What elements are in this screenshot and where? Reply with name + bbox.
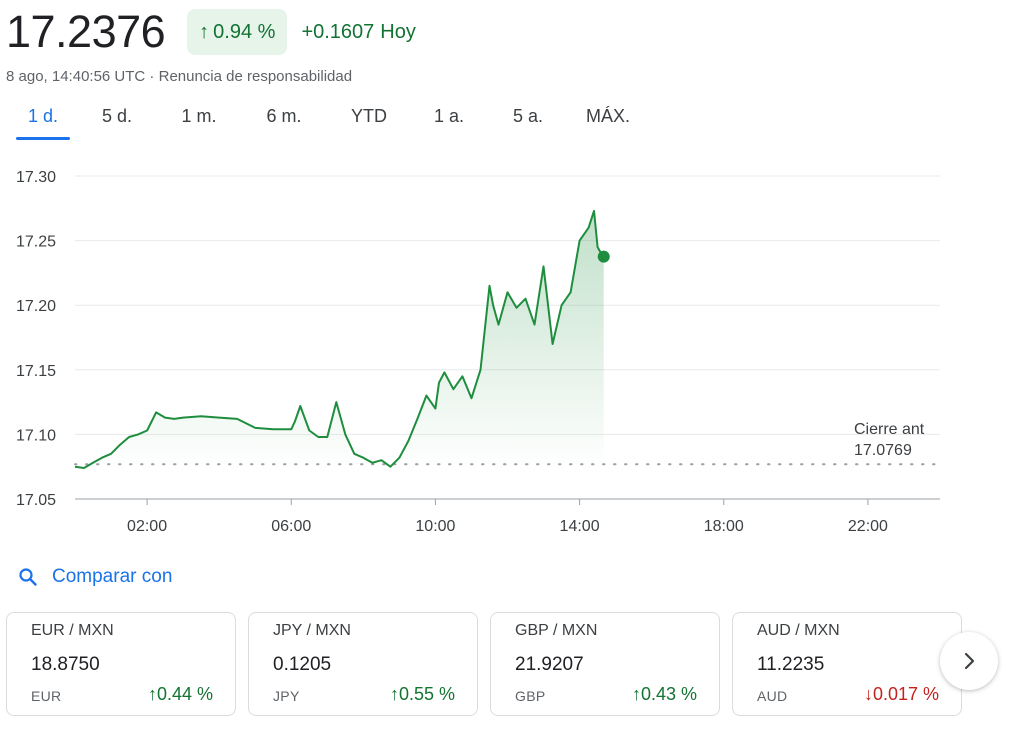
y-tick-label: 17.30 — [16, 169, 56, 186]
tab-range-2[interactable]: 1 m. — [181, 106, 217, 126]
currency-value: 18.8750 — [31, 654, 100, 675]
chevron-right-icon — [964, 652, 975, 670]
tab-range-4[interactable]: YTD — [351, 106, 387, 126]
arrow-up-icon: ↑ — [631, 684, 641, 704]
currency-card[interactable]: EUR / MXN 18.8750 EUR ↑0.44 % — [6, 612, 236, 716]
arrow-up-icon: ↑ — [389, 684, 399, 704]
previous-close-value: 17.0769 — [854, 442, 912, 459]
search-icon — [19, 568, 37, 586]
x-tick-label: 22:00 — [848, 518, 888, 535]
separator-dot: · — [145, 68, 159, 85]
currency-change: ↑0.43 % — [632, 684, 697, 705]
currency-card[interactable]: AUD / MXN 11.2235 AUD ↓0.017 % — [732, 612, 962, 716]
currency-card[interactable]: JPY / MXN 0.1205 JPY ↑0.55 % — [248, 612, 478, 716]
y-tick-label: 17.10 — [16, 427, 56, 444]
currency-pair: GBP / MXN — [515, 622, 598, 639]
price-chart: 17.30 17.25 17.20 17.15 17.10 17.05 02:00 06:0… — [16, 169, 941, 535]
currency-value: 21.9207 — [515, 654, 584, 675]
percent-change-value: 0.94 % — [213, 20, 276, 43]
tab-range-7[interactable]: MÁX. — [585, 106, 630, 126]
currency-change: ↑0.55 % — [390, 684, 455, 705]
arrow-down-icon: ↓ — [863, 684, 873, 704]
absolute-change: +0.1607 Hoy — [301, 21, 415, 44]
currency-pair: JPY / MXN — [273, 622, 351, 639]
currency-pair: AUD / MXN — [757, 622, 840, 639]
y-tick-label: 17.20 — [16, 298, 56, 315]
tab-range-6[interactable]: 5 a. — [512, 106, 544, 126]
next-button[interactable] — [940, 632, 998, 690]
tab-range-3[interactable]: 6 m. — [266, 106, 302, 126]
currency-code: EUR — [31, 688, 62, 704]
x-tick-label: 06:00 — [271, 518, 311, 535]
currency-card[interactable]: GBP / MXN 21.9207 GBP ↑0.43 % — [490, 612, 720, 716]
tab-range-0[interactable]: 1 d. — [10, 100, 76, 140]
x-tick-label: 18:00 — [704, 518, 744, 535]
last-price-dot — [597, 250, 610, 263]
currency-code: AUD — [757, 688, 788, 704]
timestamp: 8 ago, 14:40:56 UTC — [6, 68, 146, 85]
compare-label: Comparar con — [52, 566, 173, 587]
currency-code: GBP — [515, 688, 546, 704]
previous-close-label: Cierre ant — [854, 421, 925, 438]
currency-value: 11.2235 — [757, 654, 825, 675]
range-tabs: 1 d. 5 d. 1 m. 6 m. YTD 1 a. 5 a. MÁX. — [10, 100, 648, 140]
compare-button[interactable]: Comparar con — [18, 566, 172, 588]
quote-header: 17.2376 ↑ 0.94 % +0.1607 Hoy — [6, 4, 416, 60]
related-currencies: EUR / MXN 18.8750 EUR ↑0.44 % JPY / MXN 0.120… — [6, 612, 974, 716]
tab-range-1[interactable]: 5 d. — [101, 106, 133, 126]
arrow-up-icon: ↑ — [199, 20, 210, 43]
currency-code: JPY — [273, 688, 300, 704]
arrow-up-icon: ↑ — [147, 684, 157, 704]
x-tick-label: 14:00 — [560, 518, 600, 535]
currency-change-value: 0.43 % — [640, 684, 697, 704]
x-tick-label: 02:00 — [127, 518, 167, 535]
currency-change-value: 0.017 % — [872, 684, 939, 704]
currency-pair: EUR / MXN — [31, 622, 114, 639]
currency-change-value: 0.44 % — [156, 684, 213, 704]
period-label: Hoy — [380, 20, 416, 43]
tab-range-5[interactable]: 1 a. — [433, 106, 465, 126]
timestamp-line: 8 ago, 14:40:56 UTC · Renuncia de respon… — [6, 68, 352, 85]
absolute-change-value: +0.1607 — [301, 20, 375, 43]
disclaimer-link[interactable]: Renuncia de responsabilidad — [158, 68, 353, 85]
y-tick-label: 17.05 — [16, 492, 56, 509]
current-price: 17.2376 — [6, 6, 166, 57]
y-tick-label: 17.25 — [16, 234, 56, 251]
currency-value: 0.1205 — [273, 654, 332, 675]
currency-change-value: 0.55 % — [398, 684, 455, 704]
x-tick-label: 10:00 — [415, 518, 455, 535]
currency-change: ↑0.44 % — [148, 684, 213, 705]
price-line — [74, 209, 605, 469]
percent-change-badge: ↑ 0.94 % — [187, 9, 288, 55]
currency-change: ↓0.017 % — [864, 684, 939, 705]
y-tick-label: 17.15 — [16, 363, 56, 380]
price-area — [75, 210, 604, 468]
